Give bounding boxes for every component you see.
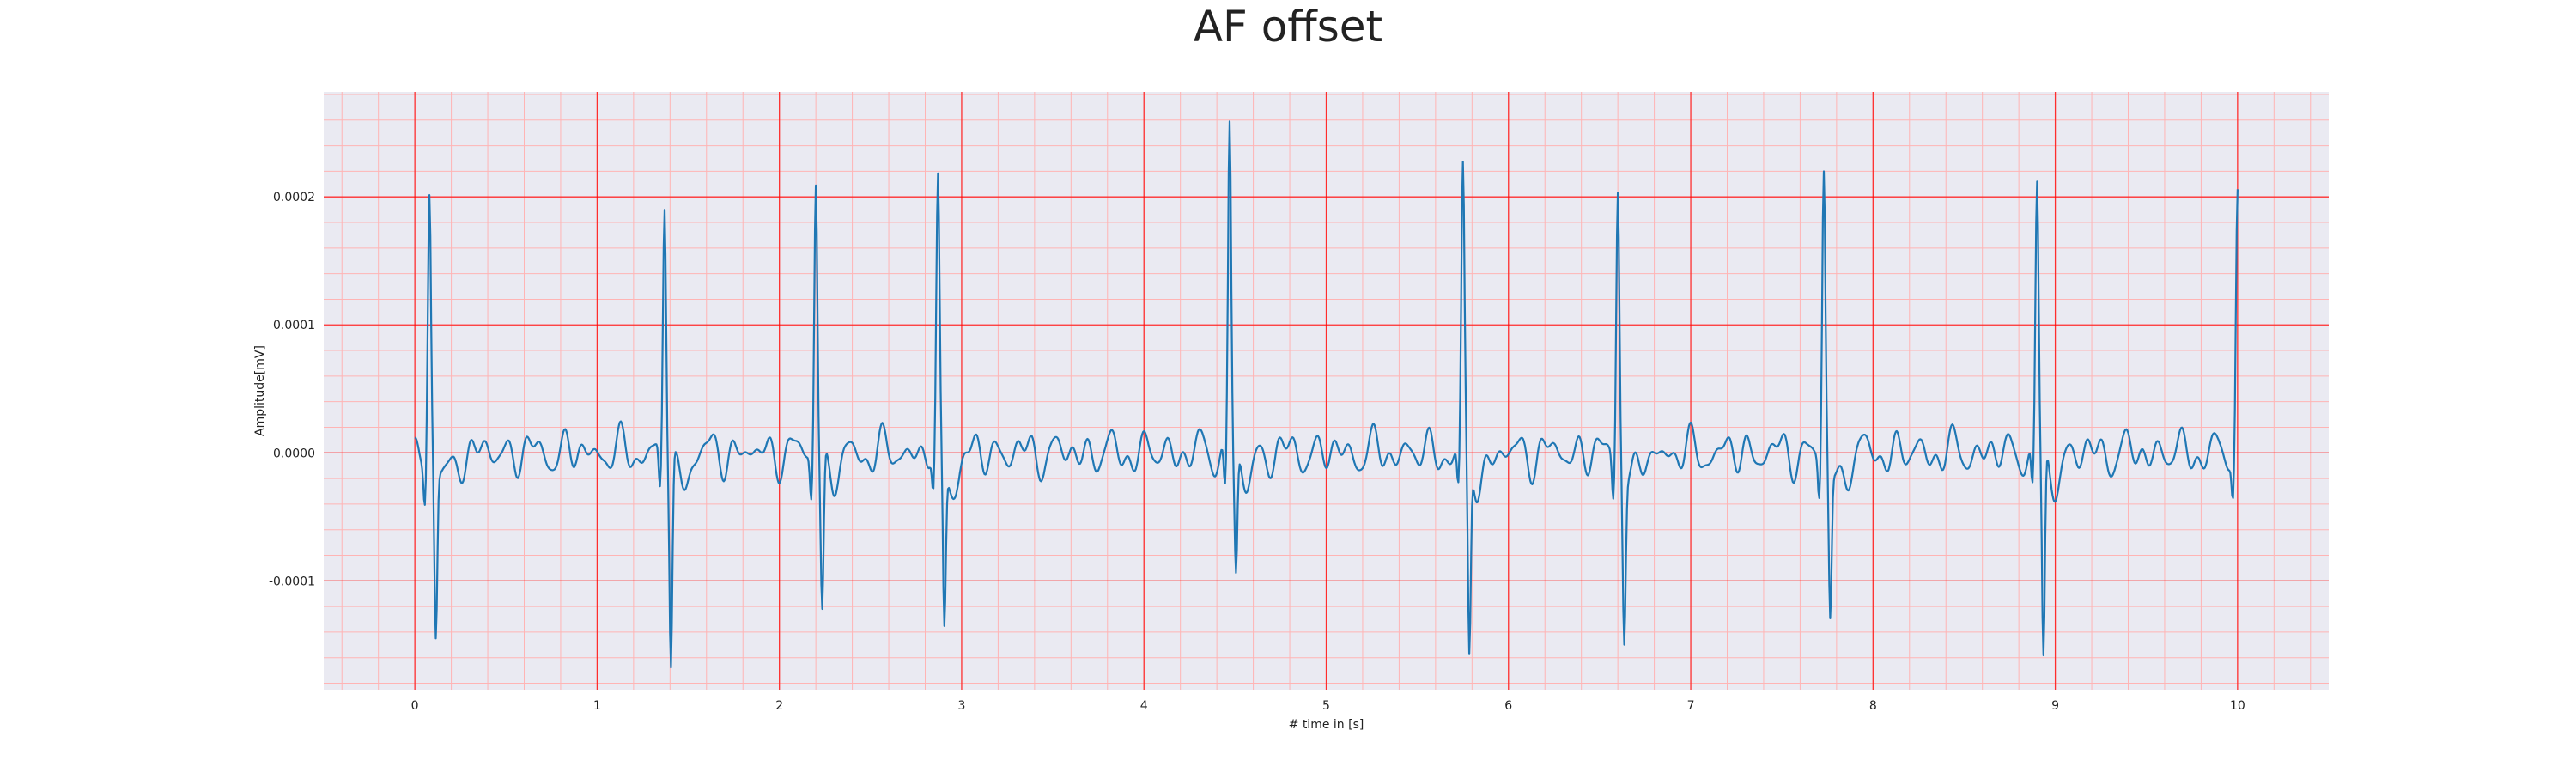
x-tick-label: 2 <box>775 699 783 713</box>
x-tick-label: 0 <box>411 699 419 713</box>
x-tick-label: 1 <box>593 699 601 713</box>
x-tick-label: 8 <box>1869 699 1877 713</box>
y-axis-ticks: -0.0001 0.0000 0.0001 0.0002 <box>269 191 315 588</box>
x-tick-label: 9 <box>2051 699 2059 713</box>
y-tick-label: -0.0001 <box>269 575 315 588</box>
x-tick-label: 7 <box>1687 699 1695 713</box>
x-axis-ticks: 0 1 2 3 4 5 6 7 8 9 10 <box>411 699 2245 713</box>
series-line-ecg <box>414 120 2239 669</box>
x-tick-label: 6 <box>1504 699 1512 713</box>
chart-title: AF offset <box>1193 2 1383 52</box>
y-tick-label: 0.0000 <box>273 447 315 460</box>
y-tick-label: 0.0001 <box>273 319 315 332</box>
y-tick-label: 0.0002 <box>273 191 315 204</box>
x-tick-label: 4 <box>1140 699 1148 713</box>
x-tick-label: 5 <box>1322 699 1330 713</box>
x-tick-label: 3 <box>957 699 965 713</box>
x-tick-label: 10 <box>2230 699 2245 713</box>
y-axis-label: Amplitude[mV] <box>253 345 267 436</box>
x-axis-label: # time in [s] <box>1289 718 1364 732</box>
